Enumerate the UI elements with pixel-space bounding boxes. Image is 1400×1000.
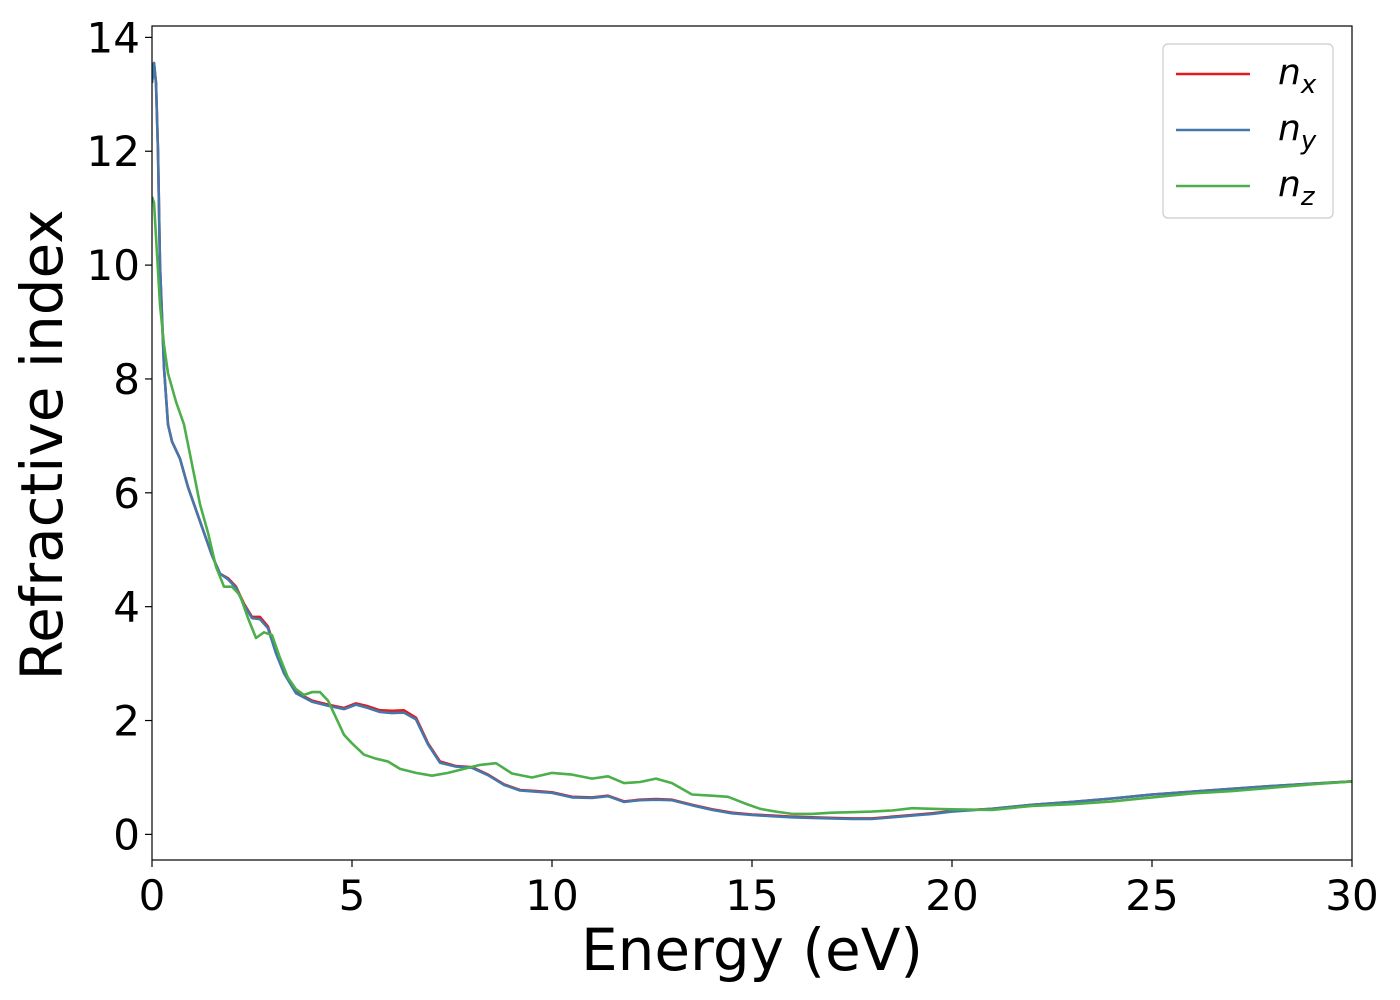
x-tick-label: 30 (1325, 871, 1378, 920)
y-axis: 0 2 4 6 8 10 12 14 (87, 13, 152, 859)
series-line-nz (152, 196, 1352, 816)
series-line-ny (152, 61, 1352, 821)
x-tick-label: 0 (139, 871, 166, 920)
y-tick-label: 2 (113, 697, 140, 746)
y-tick-label: 6 (113, 469, 140, 518)
plot-lines (152, 61, 1352, 821)
y-axis-title: Refractive index (8, 209, 76, 680)
y-tick-label: 4 (113, 583, 140, 632)
x-tick-label: 20 (925, 871, 978, 920)
y-tick-label: 14 (87, 13, 140, 62)
x-tick-label: 25 (1125, 871, 1178, 920)
x-axis-title: Energy (eV) (581, 916, 923, 984)
x-tick-label: 10 (525, 871, 578, 920)
x-tick-label: 15 (725, 871, 778, 920)
x-tick-label: 5 (339, 871, 366, 920)
y-tick-label: 10 (87, 241, 140, 290)
y-tick-label: 8 (113, 355, 140, 404)
y-tick-label: 12 (87, 127, 140, 176)
x-axis: 0 5 10 15 20 25 30 (139, 860, 1379, 920)
y-tick-label: 0 (113, 810, 140, 859)
